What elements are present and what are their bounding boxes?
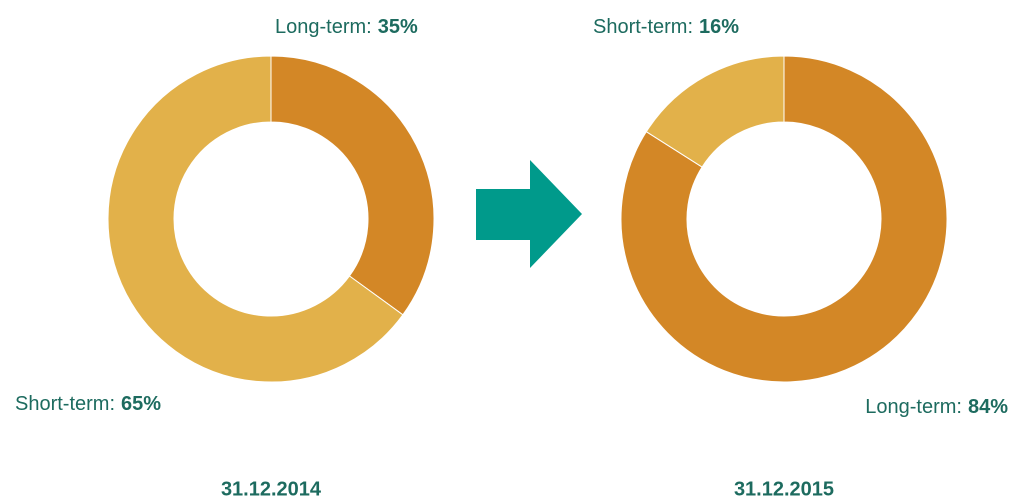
slice-category: Short-term: — [593, 16, 693, 38]
donut-slice — [645, 55, 785, 168]
slice-value: 65% — [121, 393, 161, 415]
slice-label: Long-term: 84% — [865, 396, 1008, 418]
chart-title: 31.12.2015 — [734, 478, 834, 500]
donut-slice — [107, 55, 404, 383]
slice-label: Long-term: 35% — [275, 16, 418, 38]
slice-value: 16% — [699, 16, 739, 38]
arrow — [476, 160, 582, 268]
chart-title: 31.12.2014 — [221, 478, 322, 500]
slice-value: 35% — [378, 16, 418, 38]
slice-label: Short-term: 65% — [15, 393, 161, 415]
slice-category: Long-term: — [865, 396, 962, 418]
slice-value: 84% — [968, 396, 1008, 418]
donut-slice — [270, 55, 435, 316]
slice-label: Short-term: 16% — [593, 16, 739, 38]
slice-category: Long-term: — [275, 16, 372, 38]
slice-category: Short-term: — [15, 393, 115, 415]
donut-slice — [620, 55, 948, 383]
